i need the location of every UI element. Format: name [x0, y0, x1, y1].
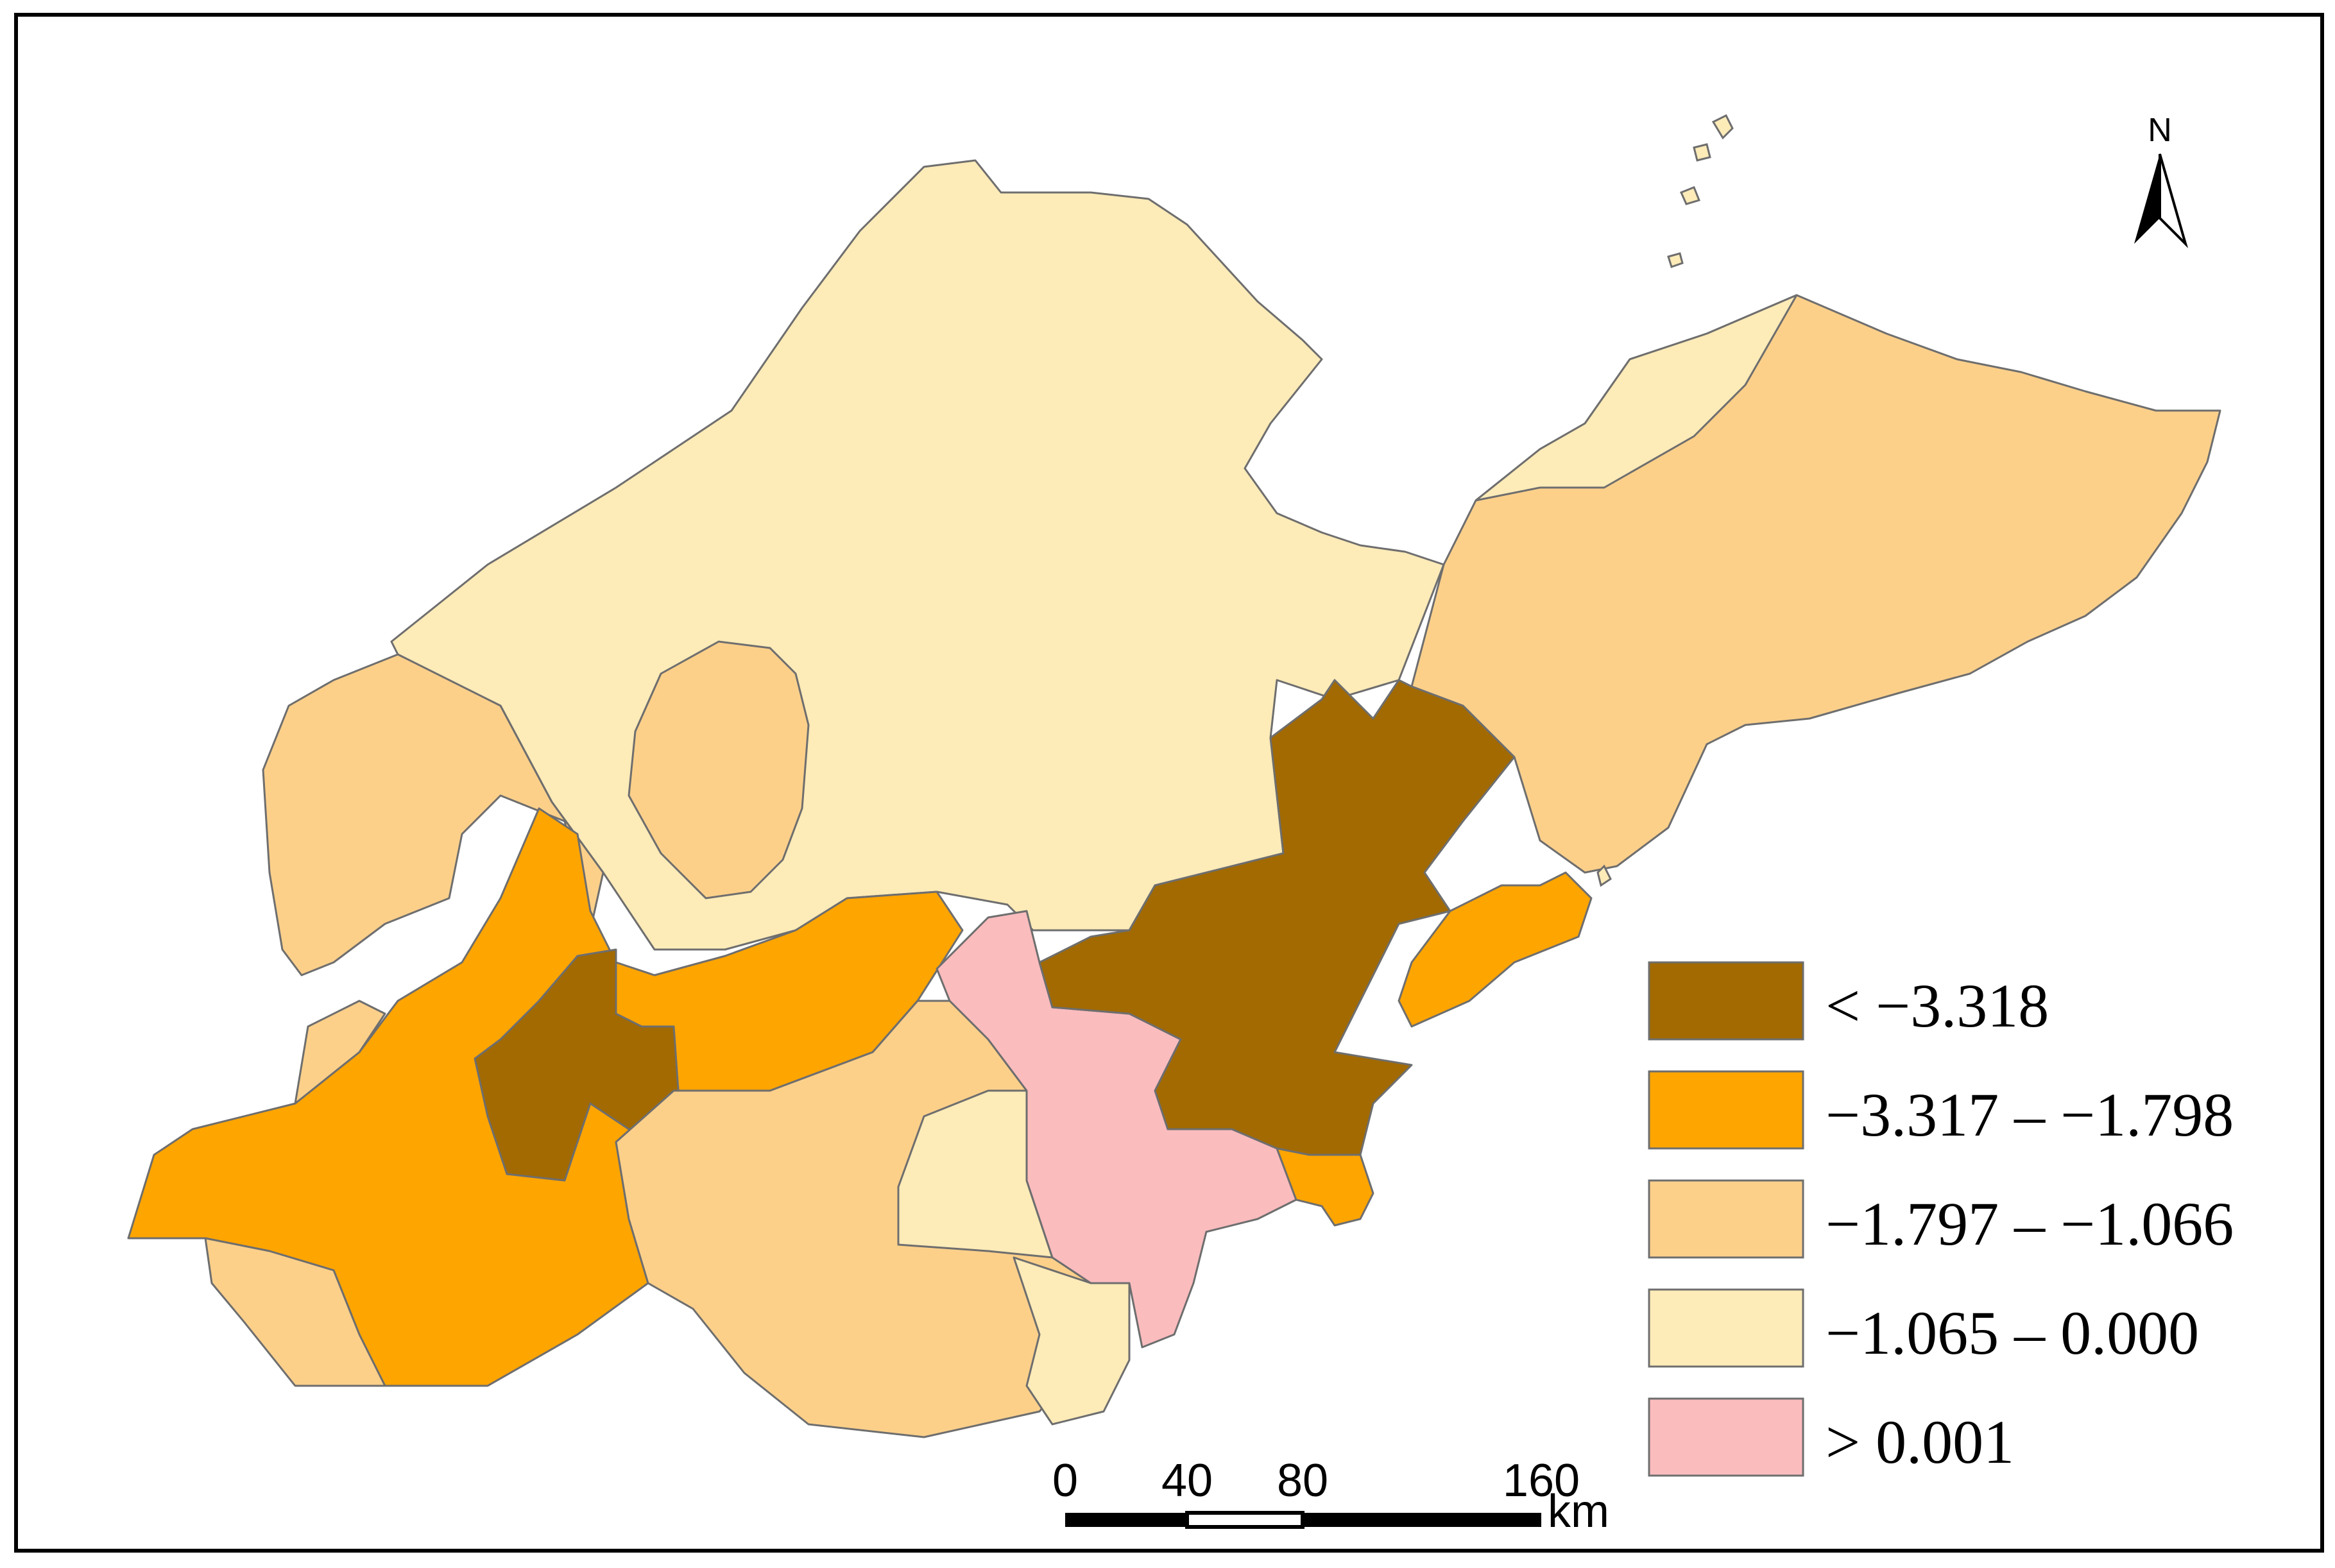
north-arrow-icon-right	[2159, 153, 2189, 248]
north-arrow-icon	[2134, 154, 2160, 244]
scale-tick-40: 40	[1161, 1455, 1213, 1506]
region-peninsula-medium[interactable]	[1410, 294, 2221, 874]
legend: < −3.318 −3.317 – −1.798 −1.797 – −1.066…	[1648, 961, 2234, 1477]
region-east-orange-south[interactable]	[1276, 1147, 1374, 1227]
north-arrow: N	[2134, 112, 2189, 248]
scale-unit: km	[1548, 1486, 1609, 1537]
legend-swatch-gt-0001	[1648, 1397, 1804, 1477]
region-southwest-medium-south[interactable]	[204, 1237, 386, 1387]
legend-swatch-lt-3318	[1648, 961, 1804, 1041]
legend-swatch-1797-1066	[1648, 1179, 1804, 1259]
legend-label-1797-1066: −1.797 – −1.066	[1826, 1189, 2234, 1258]
scale-bar-segment-black-1	[1065, 1513, 1187, 1527]
north-arrow-label: N	[2148, 112, 2172, 149]
scale-tick-0: 0	[1052, 1455, 1078, 1506]
legend-swatch-3317-1798	[1648, 1070, 1804, 1150]
islands	[1596, 114, 1734, 887]
legend-label-gt-0001: > 0.001	[1826, 1408, 2014, 1476]
scale-bar: 0 40 80 160 km	[1052, 1455, 1609, 1537]
legend-label-1065-0000: −1.065 – 0.000	[1826, 1299, 2199, 1367]
scale-tick-80: 80	[1277, 1455, 1328, 1506]
legend-label-lt-3318: < −3.318	[1826, 971, 2049, 1040]
region-central-medium[interactable]	[628, 640, 810, 899]
region-southwest-light[interactable]	[294, 1000, 386, 1105]
legend-label-3317-1798: −3.317 – −1.798	[1826, 1080, 2234, 1149]
scale-tick-160: 160	[1503, 1455, 1580, 1506]
region-peninsula-north-light[interactable]	[1475, 294, 1798, 502]
map-regions	[127, 159, 2221, 1438]
region-east-dark[interactable]	[1038, 679, 1516, 1156]
region-west-medium[interactable]	[262, 653, 604, 976]
legend-swatch-1065-0000	[1648, 1288, 1804, 1368]
region-east-orange[interactable]	[1398, 871, 1593, 1028]
scale-bar-segment-black-2	[1303, 1513, 1541, 1527]
region-southwest-dark[interactable]	[474, 948, 681, 1182]
scale-bar-segment-white	[1185, 1511, 1304, 1529]
